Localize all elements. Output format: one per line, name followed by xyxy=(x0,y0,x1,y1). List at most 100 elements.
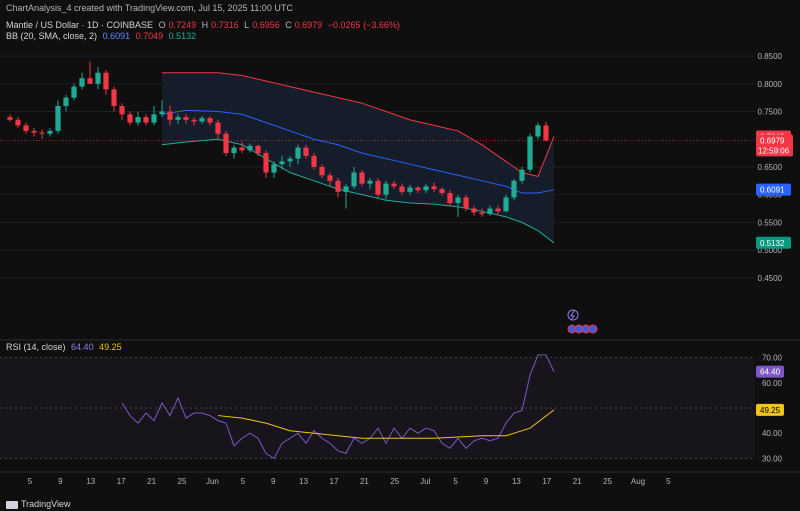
candle[interactable] xyxy=(367,178,373,190)
candle[interactable] xyxy=(407,184,413,195)
candle[interactable] xyxy=(351,166,357,190)
candle[interactable] xyxy=(511,179,517,201)
rsi-tick-label: 70.00 xyxy=(762,354,783,363)
candle[interactable] xyxy=(23,122,29,134)
candle[interactable] xyxy=(471,205,477,216)
candle[interactable] xyxy=(55,100,61,134)
candle[interactable] xyxy=(247,143,253,153)
candle[interactable] xyxy=(239,142,245,154)
candle[interactable] xyxy=(15,117,21,129)
high-value: 0.7316 xyxy=(211,20,239,30)
candle[interactable] xyxy=(159,100,165,118)
time-tick-label: 25 xyxy=(390,477,399,486)
candle[interactable] xyxy=(111,86,117,112)
candle[interactable] xyxy=(487,205,493,216)
candle[interactable] xyxy=(439,187,445,196)
candle[interactable] xyxy=(279,155,285,170)
candle[interactable] xyxy=(319,164,325,179)
candle[interactable] xyxy=(47,128,53,137)
candle[interactable] xyxy=(479,208,485,217)
price-tick-label: 0.8000 xyxy=(758,80,783,89)
candle[interactable] xyxy=(175,114,181,124)
rsi-ma-line xyxy=(217,409,555,439)
candle[interactable] xyxy=(447,190,453,206)
candle[interactable] xyxy=(39,129,45,140)
candle[interactable] xyxy=(87,61,93,84)
candle[interactable] xyxy=(303,144,309,159)
rsi-line xyxy=(121,354,555,460)
candle[interactable] xyxy=(71,83,77,101)
candle-body xyxy=(295,147,301,159)
bb-upper-value: 0.7049 xyxy=(135,31,164,41)
candle[interactable] xyxy=(231,144,237,159)
candle[interactable] xyxy=(495,205,501,215)
candle[interactable] xyxy=(31,128,37,137)
candle[interactable] xyxy=(311,153,317,170)
candle[interactable] xyxy=(519,166,525,184)
candle[interactable] xyxy=(375,178,381,198)
candle[interactable] xyxy=(415,186,421,194)
candle-body xyxy=(511,180,517,198)
candle[interactable] xyxy=(151,105,157,126)
candle-body xyxy=(119,105,125,115)
candle[interactable] xyxy=(263,150,269,179)
candle[interactable] xyxy=(183,114,189,124)
time-tick-label: 9 xyxy=(484,477,489,486)
candle[interactable] xyxy=(191,117,197,126)
candle[interactable] xyxy=(103,69,109,95)
candle[interactable] xyxy=(423,183,429,194)
candle-body xyxy=(191,119,197,122)
time-axis[interactable]: 5 9 13 17 21 25 Jun 5 9 13 17 21 25 Jul 5 9 13 17 21 25 Aug 5 xyxy=(0,471,800,486)
candle[interactable] xyxy=(527,133,533,173)
candle-body xyxy=(151,114,157,123)
candle-body xyxy=(223,133,229,154)
candle[interactable] xyxy=(63,94,69,112)
candle[interactable] xyxy=(391,180,397,190)
candle-body xyxy=(463,197,469,209)
candle[interactable] xyxy=(135,111,141,126)
candle[interactable] xyxy=(95,67,101,90)
candle[interactable] xyxy=(143,114,149,126)
rsi-pane[interactable]: 70.00 60.00 40.00 30.00 64.40 49.25 xyxy=(0,354,784,464)
candle[interactable] xyxy=(127,111,133,126)
time-tick-label: 5 xyxy=(453,477,458,486)
candle[interactable] xyxy=(287,155,293,167)
candle[interactable] xyxy=(167,105,173,126)
rsi-ma-badge-bg xyxy=(756,403,784,416)
candle-body xyxy=(471,208,477,213)
candle[interactable] xyxy=(383,180,389,200)
candle[interactable] xyxy=(343,183,349,209)
candle[interactable] xyxy=(215,119,221,140)
candle-body xyxy=(543,125,549,141)
candle[interactable] xyxy=(431,182,437,192)
candle[interactable] xyxy=(455,194,461,217)
candle[interactable] xyxy=(359,169,365,187)
candle[interactable] xyxy=(543,121,549,142)
candle[interactable] xyxy=(223,130,229,156)
candle[interactable] xyxy=(327,172,333,187)
candle[interactable] xyxy=(255,144,261,156)
close-value: 0.6979 xyxy=(294,20,323,30)
footer-brand[interactable]: TradingView xyxy=(6,499,71,509)
candle[interactable] xyxy=(295,144,301,165)
candle[interactable] xyxy=(335,178,341,198)
candle[interactable] xyxy=(271,161,277,179)
candles[interactable] xyxy=(7,61,549,217)
event-icons[interactable] xyxy=(567,309,598,334)
rsi-badge: 64.40 xyxy=(760,368,781,377)
lightning-icon[interactable] xyxy=(567,309,579,321)
candle-body xyxy=(447,193,453,203)
candle-body xyxy=(383,183,389,195)
candle[interactable] xyxy=(207,115,213,126)
candle[interactable] xyxy=(399,183,405,195)
candle[interactable] xyxy=(463,194,469,212)
candle[interactable] xyxy=(535,122,541,140)
candle[interactable] xyxy=(199,115,205,124)
candle-body xyxy=(375,180,381,195)
candle[interactable] xyxy=(503,194,509,213)
flag-icon[interactable] xyxy=(588,324,598,334)
candle[interactable] xyxy=(7,114,13,122)
candle[interactable] xyxy=(119,103,125,120)
candle[interactable] xyxy=(79,72,85,90)
